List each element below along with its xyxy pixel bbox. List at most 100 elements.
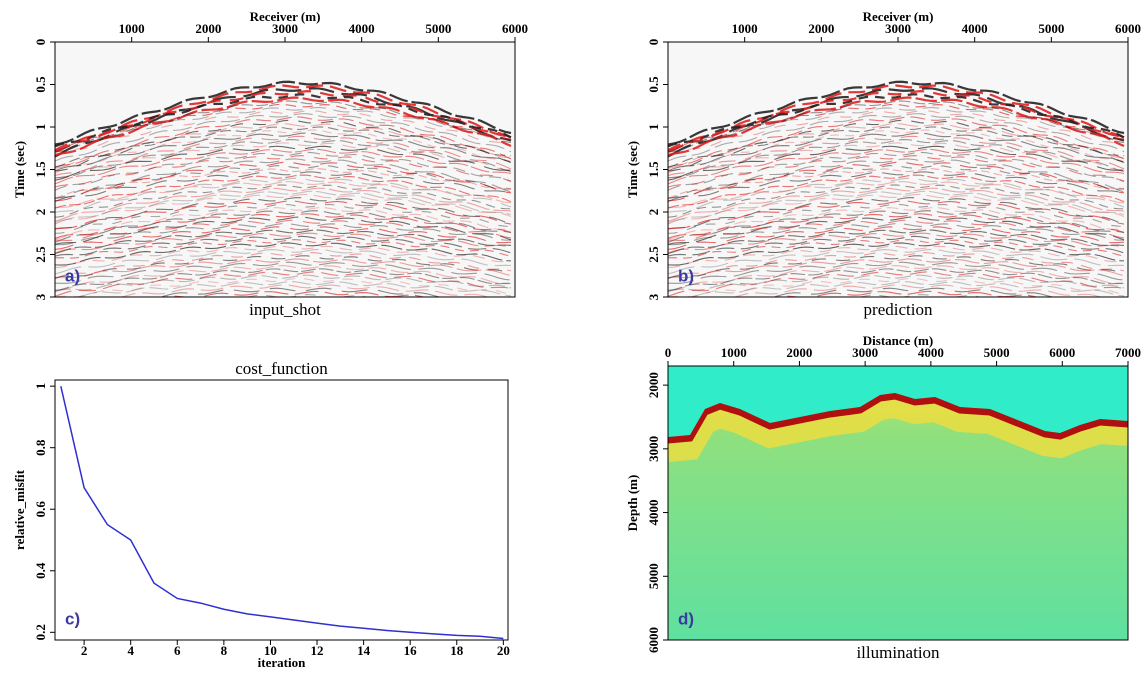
seismic-event: [55, 274, 512, 293]
seismic-event: [55, 84, 512, 153]
x-tick-label: 6000: [1115, 21, 1141, 36]
seismic-event: [668, 271, 1125, 297]
panel-title: input_shot: [249, 300, 321, 319]
illumination-halo: [668, 393, 1128, 462]
cost-line: [60, 385, 504, 640]
seismic-event: [668, 113, 1125, 162]
seismic-event: [55, 255, 512, 279]
y-axis-label: Depth (m): [625, 475, 640, 532]
y-tick-label: 6000: [646, 627, 661, 653]
x-tick-label: 5000: [425, 21, 451, 36]
x-tick-label: 4: [127, 643, 134, 658]
y-tick-label: 1.5: [646, 161, 661, 178]
seismic-event: [55, 200, 512, 229]
seismic-event: [55, 155, 512, 188]
seismic-event: [55, 135, 512, 176]
seismic-event: [668, 187, 1125, 222]
y-axis-label: Time (sec): [12, 141, 27, 198]
y-tick-label: 2000: [646, 372, 661, 398]
seismic-event: [668, 184, 1125, 218]
seismic-event: [668, 265, 1125, 291]
x-tick-label: 18: [450, 643, 464, 658]
y-tick-label: 0.4: [33, 562, 48, 579]
seismic-event: [55, 126, 512, 168]
seismic-event: [55, 213, 512, 239]
seismic-event: [55, 80, 512, 146]
seismic-event: [55, 222, 512, 246]
seismic-event: [668, 126, 1125, 168]
seismic-event: [55, 161, 512, 202]
seismic-event: [668, 84, 1125, 153]
y-tick-label: 0.2: [33, 624, 48, 640]
illumination-image: [668, 366, 1128, 640]
y-tick-label: 1: [646, 124, 661, 131]
seismic-event: [668, 165, 1125, 199]
x-tick-label: 0: [665, 345, 672, 360]
x-tick-label: 5000: [1038, 21, 1064, 36]
y-tick-label: 0: [33, 39, 48, 46]
seismic-event: [668, 132, 1125, 172]
seismic-event: [130, 287, 471, 297]
seismic-event: [668, 258, 1125, 279]
seismic-event: [55, 184, 512, 218]
seismic-event: [668, 213, 1125, 239]
seismic-event: [668, 252, 1125, 280]
y-tick-label: 0.5: [646, 76, 661, 93]
seismic-event: [55, 216, 512, 245]
y-tick-label: 1: [33, 124, 48, 131]
seismic-event: [55, 180, 512, 208]
y-tick-label: 0.6: [33, 501, 48, 518]
seismic-event: [55, 174, 512, 209]
x-axis-label: Receiver (m): [250, 9, 321, 24]
seismic-event: [668, 155, 1125, 188]
sky: [668, 366, 1128, 437]
x-axis-label: Distance (m): [863, 333, 933, 348]
seismic-event: [668, 145, 1125, 181]
seismic-event: [668, 142, 1125, 179]
seismic-event: [55, 219, 512, 242]
seismic-event: [119, 284, 490, 297]
x-tick-label: 3000: [885, 21, 911, 36]
x-tick-label: 8: [221, 643, 228, 658]
seismic-event: [55, 245, 512, 269]
plot-frame: [54, 379, 509, 641]
seismic-event: [668, 210, 1125, 243]
seismic-event: [55, 168, 512, 199]
seismic-event: [55, 148, 512, 185]
seismic-event: [55, 165, 512, 199]
seismic-event: [668, 135, 1125, 176]
y-tick-label: 2: [646, 209, 661, 216]
x-tick-label: 4000: [962, 21, 988, 36]
seismic-event: [668, 229, 1125, 255]
y-tick-label: 3: [646, 293, 661, 300]
seismic-event: [668, 226, 1125, 250]
seismic-event: [668, 180, 1125, 208]
y-tick-label: 2.5: [33, 246, 48, 263]
x-tick-label: 6000: [1049, 345, 1075, 360]
seismic-event: [55, 90, 512, 152]
seismic-event: [668, 106, 1125, 153]
seismic-event: [55, 235, 512, 257]
y-tick-label: 2.5: [646, 246, 661, 263]
seismic-event: [668, 174, 1125, 209]
seismic-event: [668, 222, 1125, 246]
plot-frame: [667, 365, 1129, 641]
y-tick-label: 0.8: [33, 439, 48, 456]
seismic-event: [55, 109, 512, 158]
y-tick-label: 1.5: [33, 161, 48, 178]
seismic-event: [55, 106, 512, 153]
y-tick-label: 2: [33, 209, 48, 216]
seismic-event: [668, 193, 1125, 224]
seismic-event: [55, 265, 512, 291]
x-tick-label: 10: [264, 643, 277, 658]
seismic-event: [55, 242, 512, 266]
panel-title: prediction: [864, 300, 933, 319]
y-tick-label: 0: [646, 39, 661, 46]
seismic-event: [55, 171, 512, 203]
panel-label: d): [678, 609, 694, 628]
x-tick-label: 1000: [732, 21, 758, 36]
x-tick-label: 2000: [808, 21, 834, 36]
seismic-event: [55, 271, 512, 297]
seismic-event: [668, 177, 1125, 213]
seismic-event: [55, 113, 512, 162]
